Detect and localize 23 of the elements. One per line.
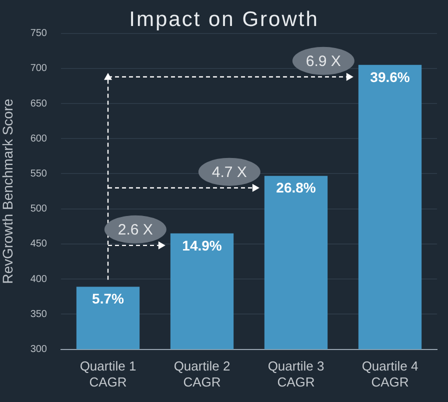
y-tick-label: 750 <box>30 28 48 40</box>
annotation: 2.6 X <box>118 222 153 239</box>
y-tick-label: 550 <box>30 168 48 180</box>
annotation: 39.6% <box>370 68 410 85</box>
annotation: 6.9 X <box>306 53 341 70</box>
y-axis-title: RevGrowth Benchmark Score <box>0 98 16 284</box>
chart-title: Impact on Growth <box>129 8 319 31</box>
y-tick-label: 650 <box>30 98 48 110</box>
y-tick-label: 700 <box>30 63 48 74</box>
annotation: 14.9% <box>182 237 222 254</box>
annotation: 5.7% <box>92 290 124 307</box>
annotation: 26.8% <box>276 180 316 196</box>
y-tick-label: 400 <box>30 274 48 285</box>
y-tick-label: 450 <box>30 238 48 250</box>
x-tick-label: Quartile 3 CAGR <box>268 358 324 390</box>
y-tick-label: 500 <box>30 204 48 215</box>
y-tick-label: 350 <box>30 308 48 320</box>
x-tick-label: Quartile 2 CAGR <box>174 358 230 390</box>
y-tick-label: 600 <box>30 133 48 144</box>
x-tick-label: Quartile 1 CAGR <box>80 358 136 390</box>
y-tick-label: 300 <box>30 344 48 356</box>
annotation: 4.7 X <box>212 164 247 181</box>
x-tick-label: Quartile 4 CAGR <box>362 358 418 390</box>
